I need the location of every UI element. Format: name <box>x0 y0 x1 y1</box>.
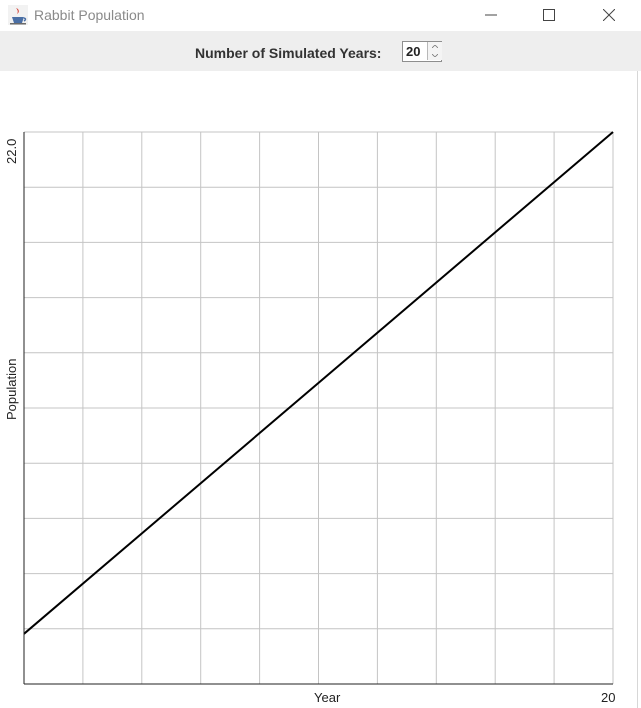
chart-grid <box>24 131 614 684</box>
maximize-button[interactable] <box>526 0 572 31</box>
chevron-down-icon <box>432 54 438 57</box>
window-title: Rabbit Population <box>34 7 145 23</box>
x-axis-title: Year <box>314 690 341 705</box>
close-icon <box>603 9 615 21</box>
y-axis-title: Population <box>4 358 19 420</box>
spinner-down-button[interactable] <box>427 51 442 60</box>
y-axis-max-label: 22.0 <box>4 138 19 164</box>
chevron-up-icon <box>432 45 438 48</box>
maximize-icon <box>543 9 555 21</box>
chart-axes <box>23 132 613 685</box>
title-bar[interactable]: Rabbit Population <box>0 0 641 31</box>
years-spinner-value[interactable]: 20 <box>406 44 421 59</box>
years-label: Number of Simulated Years: <box>195 45 382 61</box>
close-button[interactable] <box>586 0 632 31</box>
population-line <box>23 131 614 635</box>
window-right-edge <box>637 71 638 708</box>
chart-series <box>23 131 614 635</box>
years-spinner[interactable]: 20 <box>402 41 442 62</box>
x-axis-max-label: 20 <box>601 690 616 705</box>
minimize-button[interactable] <box>468 0 514 31</box>
java-cup-icon <box>8 5 28 25</box>
minimize-icon <box>485 14 497 16</box>
controls-panel: Number of Simulated Years: 20 <box>0 31 641 71</box>
